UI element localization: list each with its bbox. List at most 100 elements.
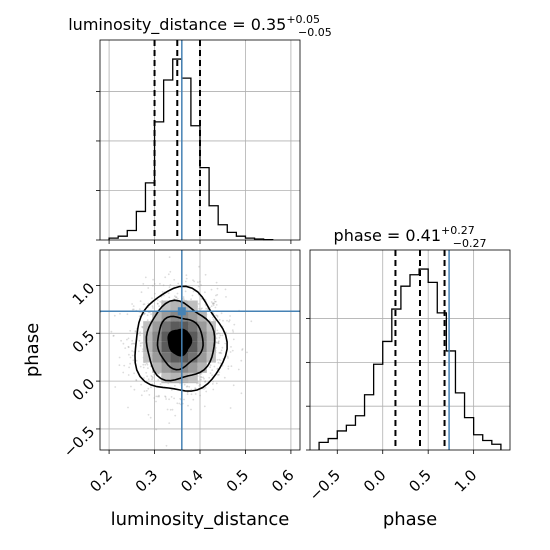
sample-point — [176, 402, 179, 405]
sample-point — [169, 284, 172, 286]
sample-point — [143, 312, 146, 315]
sample-point — [204, 380, 207, 383]
sample-point — [130, 343, 133, 345]
sample-point — [110, 330, 113, 333]
sample-point — [199, 280, 201, 283]
sample-point — [220, 352, 223, 355]
sample-point — [237, 368, 240, 371]
sample-point — [200, 308, 203, 310]
sample-point — [152, 376, 154, 379]
sample-point — [153, 373, 156, 376]
sample-point — [166, 408, 169, 411]
sample-point — [147, 367, 149, 369]
sample-point — [229, 315, 232, 317]
sample-point — [149, 416, 152, 419]
sample-point — [130, 385, 132, 388]
sample-point — [218, 318, 221, 321]
contour-level-3 — [134, 285, 228, 392]
x-tick-label: 0.5 — [405, 466, 435, 496]
sample-point — [222, 319, 224, 322]
sample-point — [203, 377, 205, 380]
sample-point — [214, 300, 216, 303]
sample-point — [168, 256, 171, 259]
sample-point — [205, 390, 208, 393]
sample-point — [200, 376, 203, 379]
x-tick-label: 0.3 — [132, 466, 162, 496]
sample-point — [141, 326, 143, 328]
sample-point — [167, 273, 170, 276]
density-cell — [188, 372, 198, 384]
sample-point — [201, 307, 203, 310]
sample-point — [146, 314, 149, 317]
sample-point — [112, 335, 115, 337]
sample-point — [224, 288, 227, 291]
sample-point — [240, 359, 243, 362]
sample-point — [232, 338, 235, 341]
sample-point — [139, 334, 142, 337]
sample-point — [156, 299, 159, 301]
sample-point — [127, 337, 130, 340]
sample-point — [168, 286, 171, 288]
sample-point — [129, 329, 132, 332]
sample-point — [157, 379, 160, 381]
density-cell — [188, 352, 198, 363]
density-cell — [143, 352, 153, 363]
sample-point — [227, 367, 230, 370]
sample-point — [217, 361, 220, 364]
sample-point — [199, 384, 202, 386]
sample-point — [139, 300, 142, 302]
luminosity-distance-histogram-panel: luminosity_distance = 0.35+0.05 −0.05 — [68, 13, 332, 244]
sample-point — [199, 383, 201, 386]
x-tick-label: 0.2 — [86, 466, 116, 496]
sample-point — [134, 331, 137, 333]
sample-point — [230, 346, 232, 348]
sample-point — [215, 281, 218, 284]
sample-point — [209, 364, 212, 367]
truth-marker — [177, 307, 186, 316]
sample-point — [164, 396, 167, 398]
sample-point — [151, 297, 153, 300]
luminosity-distance-title: luminosity_distance = 0.35+0.05 −0.05 — [68, 13, 332, 39]
density-cell — [152, 341, 162, 353]
sample-point — [145, 371, 148, 374]
sample-point — [204, 381, 206, 383]
density-cell — [143, 331, 153, 342]
sample-point — [232, 331, 235, 333]
sample-point — [200, 284, 203, 287]
density-cell — [152, 321, 162, 332]
sample-point — [224, 342, 227, 345]
sample-point — [146, 363, 149, 366]
sample-point — [145, 389, 148, 392]
sample-point — [153, 397, 156, 399]
sample-point — [164, 395, 167, 398]
density-cell — [152, 362, 162, 373]
sample-point — [112, 334, 115, 337]
sample-point — [182, 297, 185, 300]
phase-y-axis-label: phase — [22, 323, 43, 377]
sample-point — [138, 339, 141, 342]
sample-point — [148, 394, 151, 396]
sample-point — [147, 287, 150, 289]
sample-point — [135, 359, 138, 362]
density-cell — [188, 362, 198, 373]
sample-point — [127, 406, 129, 409]
sample-point — [212, 302, 215, 304]
sample-point — [169, 270, 172, 273]
sample-point — [214, 306, 217, 309]
sample-point — [135, 379, 138, 382]
sample-point — [216, 333, 219, 335]
y-tick-label: 0.0 — [69, 375, 99, 405]
sample-point — [203, 388, 205, 390]
density-cell — [143, 321, 153, 332]
sample-point — [183, 398, 185, 401]
sample-point — [145, 362, 148, 365]
sample-point — [137, 350, 140, 353]
sample-point — [164, 276, 167, 279]
density-cell — [179, 372, 189, 384]
sample-point — [147, 387, 150, 390]
sample-point — [178, 402, 181, 405]
sample-point — [159, 383, 162, 385]
sample-point — [182, 296, 185, 298]
sample-point — [199, 394, 202, 397]
